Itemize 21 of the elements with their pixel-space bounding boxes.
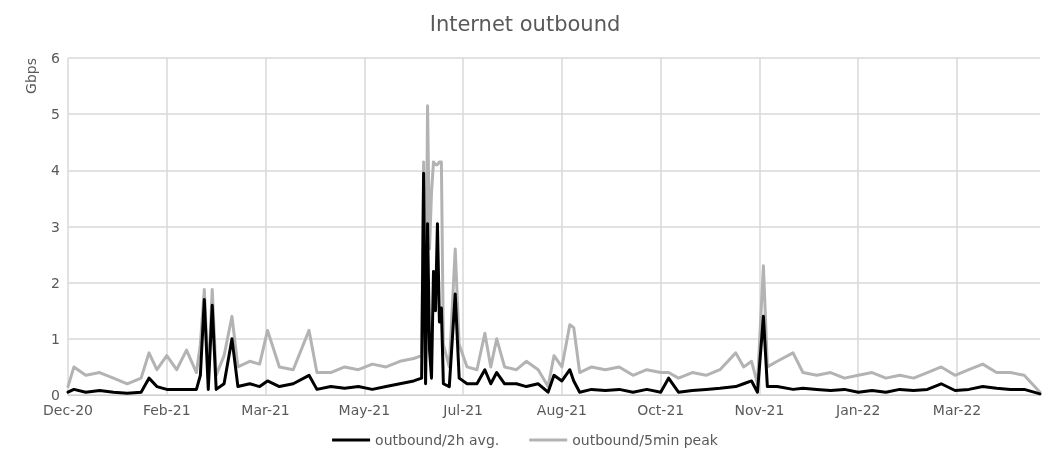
x-tick-label: Aug-21 (536, 402, 587, 418)
legend-label: outbound/2h avg. (375, 432, 500, 448)
legend-label: outbound/5min peak (572, 432, 719, 448)
y-tick-label: 6 (51, 50, 61, 66)
y-tick-label: 1 (51, 330, 60, 347)
y-tick-label: 3 (51, 218, 60, 235)
x-tick-label: Feb-21 (142, 402, 191, 418)
x-tick-label: Nov-21 (734, 402, 785, 418)
y-axis-title: Gbps (23, 58, 39, 94)
y-tick-label: 5 (51, 106, 60, 123)
x-tick-label: Jan-22 (835, 402, 881, 418)
y-tick-label: 0 (51, 387, 60, 403)
x-tick-label: Mar-22 (932, 402, 982, 418)
x-tick-label: Dec-20 (43, 402, 93, 418)
x-tick-label: Mar-21 (241, 402, 290, 418)
x-tick-label: Jul-21 (442, 402, 483, 418)
chart-title: Internet outbound (429, 11, 621, 36)
x-tick-label: May-21 (338, 402, 391, 418)
y-tick-label: 4 (51, 162, 61, 179)
x-tick-label: Oct-21 (637, 402, 685, 418)
y-tick-label: 2 (51, 274, 60, 291)
